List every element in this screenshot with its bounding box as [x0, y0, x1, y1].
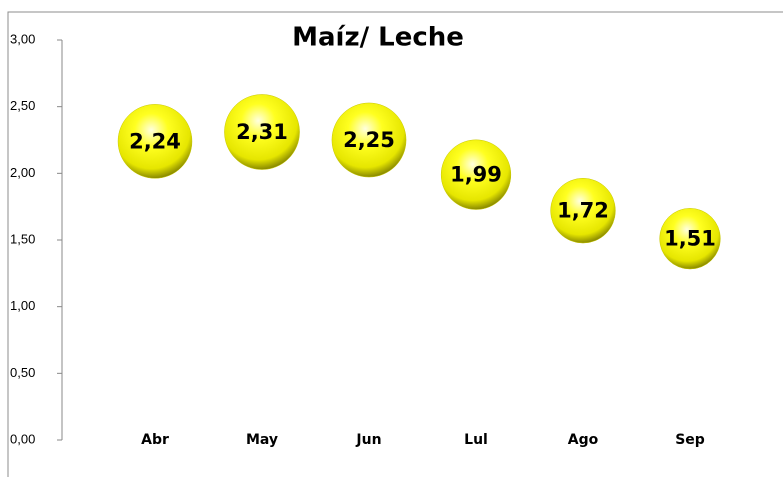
y-tick-label: 2,00: [10, 165, 35, 180]
data-label: 1,72: [557, 199, 609, 223]
chart-title: Maíz/ Leche: [292, 23, 464, 53]
data-label: 2,31: [236, 120, 288, 144]
y-tick-label: 3,00: [10, 31, 35, 46]
bubble: [440, 139, 512, 210]
data-label: 1,99: [450, 163, 502, 187]
bubble: [659, 208, 721, 270]
bubble: [331, 102, 407, 178]
x-tick-label: Jun: [355, 432, 381, 448]
data-label: 2,24: [129, 129, 181, 153]
y-tick-label: 1,00: [10, 298, 35, 313]
x-tick-label: May: [246, 432, 278, 448]
x-tick-label: Ago: [568, 432, 599, 448]
x-tick-label: Lul: [464, 432, 488, 448]
x-tick-label: Abr: [141, 432, 169, 448]
bubble: [224, 94, 300, 170]
y-tick-label: 0,50: [10, 365, 35, 380]
bubble: [117, 104, 193, 179]
plot-frame: [7, 11, 783, 477]
y-tick-label: 2,50: [10, 98, 35, 113]
data-label: 1,51: [664, 227, 716, 251]
y-tick-label: 1,50: [10, 231, 35, 246]
x-tick-label: Sep: [675, 432, 705, 448]
data-label: 2,25: [343, 128, 395, 152]
y-tick-label: 0,00: [10, 431, 35, 446]
bubble: [550, 178, 616, 244]
